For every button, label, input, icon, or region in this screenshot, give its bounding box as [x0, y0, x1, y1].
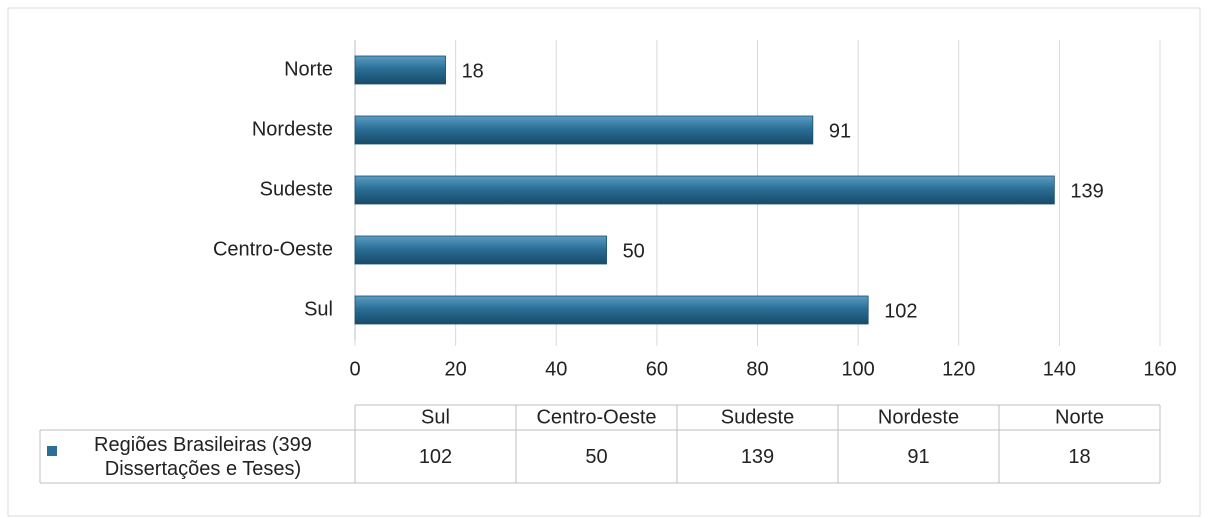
x-tick-label: 20: [445, 358, 467, 380]
x-tick-label: 120: [942, 358, 975, 380]
y-tick-label: Sudeste: [260, 178, 333, 200]
legend-swatch: [47, 446, 57, 456]
data-label: 139: [1070, 180, 1103, 202]
x-tick-label: 160: [1143, 358, 1176, 380]
x-tick-label: 100: [841, 358, 874, 380]
bar: [354, 55, 446, 85]
x-tick-label: 60: [646, 358, 668, 380]
bar: [354, 235, 607, 265]
table-value: 102: [419, 446, 452, 468]
y-tick-label: Norte: [284, 58, 333, 80]
table-header: Sudeste: [721, 406, 794, 428]
x-tick-label: 80: [746, 358, 768, 380]
bar: [354, 115, 814, 145]
table-header: Centro-Oeste: [536, 406, 656, 428]
x-tick-label: 40: [545, 358, 567, 380]
x-tick-label: 140: [1043, 358, 1076, 380]
table-header: Sul: [421, 406, 450, 428]
table-value: 139: [741, 446, 774, 468]
data-label: 102: [884, 300, 917, 322]
data-label: 91: [829, 120, 851, 142]
x-tick-label: 0: [349, 358, 360, 380]
legend-label: Regiões Brasileiras (399 Dissertações e …: [94, 434, 312, 480]
y-tick-label: Nordeste: [252, 118, 333, 140]
y-tick-label: Centro-Oeste: [213, 238, 333, 260]
table-header: Nordeste: [878, 406, 959, 428]
table-value: 50: [585, 446, 607, 468]
bar: [354, 175, 1055, 205]
data-label: 50: [623, 240, 645, 262]
table-header: Norte: [1055, 406, 1104, 428]
table-value: 18: [1068, 446, 1090, 468]
data-label: 18: [462, 60, 484, 82]
table-value: 91: [907, 446, 929, 468]
legend: Regiões Brasileiras (399 Dissertações e …: [94, 434, 312, 480]
bar: [354, 295, 869, 325]
y-tick-label: Sul: [304, 298, 333, 320]
